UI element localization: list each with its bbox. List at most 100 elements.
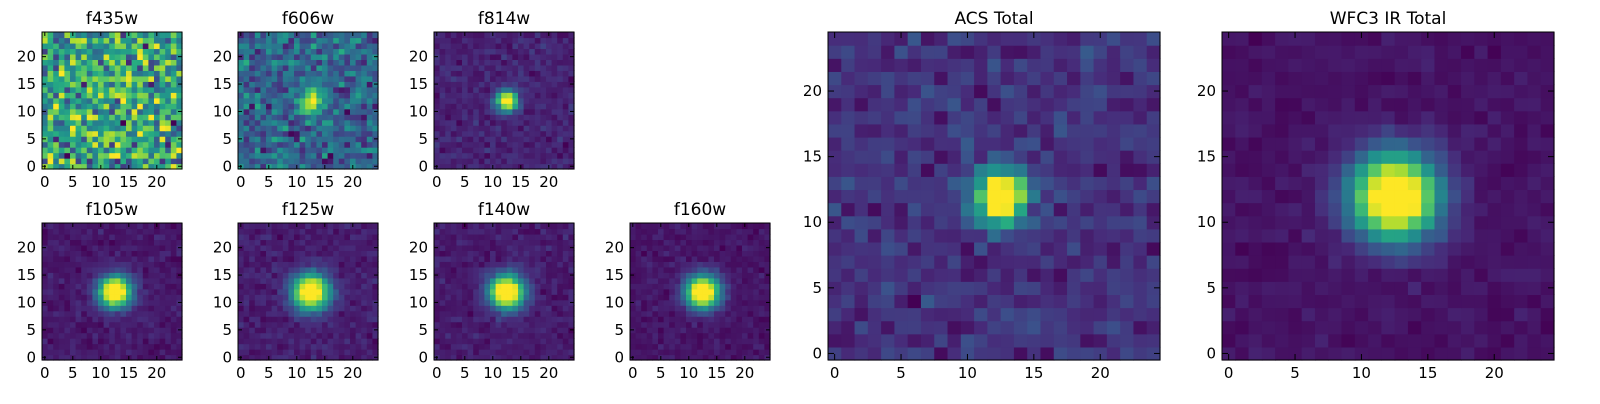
heatmap-cell xyxy=(328,283,334,289)
heatmap-cell xyxy=(445,114,451,120)
heatmap-cell xyxy=(680,239,686,245)
heatmap-cell xyxy=(160,76,166,82)
heatmap-cell xyxy=(468,142,474,148)
heatmap-cell xyxy=(636,338,642,344)
heatmap-cell xyxy=(484,305,490,311)
heatmap-cell xyxy=(255,158,261,164)
heatmap-cell xyxy=(109,65,115,71)
heatmap-cell xyxy=(445,43,451,49)
heatmap-cell xyxy=(59,256,65,262)
heatmap-cell xyxy=(283,245,289,251)
heatmap-cell xyxy=(434,311,440,317)
heatmap-cell xyxy=(742,344,748,350)
heatmap-cell xyxy=(686,234,692,240)
heatmap-cell xyxy=(328,147,334,153)
heatmap-cell xyxy=(87,136,93,142)
heatmap-cell xyxy=(260,256,266,262)
x-tick-label: 15 xyxy=(511,173,530,191)
heatmap-cell xyxy=(81,76,87,82)
heatmap-cell xyxy=(316,327,322,333)
heatmap-cell xyxy=(59,305,65,311)
heatmap-cell xyxy=(165,114,171,120)
heatmap-cell xyxy=(87,37,93,43)
heatmap-cell xyxy=(529,70,535,76)
heatmap-cell xyxy=(115,131,121,137)
heatmap-cell xyxy=(104,158,110,164)
heatmap-cell xyxy=(479,32,485,38)
heatmap-cell xyxy=(714,272,720,278)
heatmap-cell xyxy=(132,322,138,328)
heatmap-cell xyxy=(81,87,87,93)
heatmap-cell xyxy=(81,278,87,284)
heatmap-cell xyxy=(456,54,462,60)
heatmap-cell xyxy=(48,59,54,65)
heatmap-cell xyxy=(356,32,362,38)
heatmap-cell xyxy=(675,250,681,256)
heatmap-cell xyxy=(440,114,446,120)
heatmap-cell xyxy=(143,289,149,295)
heatmap-cell xyxy=(87,289,93,295)
heatmap-cell xyxy=(703,327,709,333)
heatmap-cell xyxy=(529,120,535,126)
heatmap-cell xyxy=(908,189,922,203)
heatmap-cell xyxy=(339,316,345,322)
heatmap-cell xyxy=(524,294,530,300)
heatmap-cell xyxy=(283,278,289,284)
heatmap-cell xyxy=(507,234,513,240)
heatmap-cell xyxy=(535,37,541,43)
heatmap-cell xyxy=(720,322,726,328)
heatmap-cell xyxy=(496,32,502,38)
heatmap-cell xyxy=(53,278,59,284)
heatmap-cell xyxy=(456,278,462,284)
heatmap-cell xyxy=(507,267,513,273)
heatmap-cell xyxy=(328,125,334,131)
heatmap-cell xyxy=(512,142,518,148)
heatmap-cell xyxy=(462,344,468,350)
heatmap-cell xyxy=(53,87,59,93)
heatmap-cell xyxy=(92,142,98,148)
heatmap-cell xyxy=(333,333,339,339)
heatmap-cell xyxy=(731,305,737,311)
heatmap-cell xyxy=(496,48,502,54)
heatmap-cell xyxy=(59,54,65,60)
heatmap-cell xyxy=(473,256,479,262)
heatmap-cell xyxy=(641,245,647,251)
heatmap-cell xyxy=(507,103,513,109)
heatmap-cell xyxy=(339,43,345,49)
heatmap-cell xyxy=(76,109,82,115)
heatmap-cell xyxy=(748,267,754,273)
heatmap-cell xyxy=(708,344,714,350)
heatmap-cell xyxy=(451,32,457,38)
heatmap-cell xyxy=(87,322,93,328)
heatmap-cell xyxy=(266,300,272,306)
heatmap-cell xyxy=(294,125,300,131)
heatmap-cell xyxy=(283,234,289,240)
heatmap-cell xyxy=(518,261,524,267)
heatmap-cell xyxy=(736,349,742,355)
heatmap-cell xyxy=(249,338,255,344)
heatmap-cell xyxy=(759,245,765,251)
heatmap-cell xyxy=(165,327,171,333)
heatmap-cell xyxy=(641,250,647,256)
heatmap-cell xyxy=(98,344,104,350)
heatmap-cell xyxy=(249,344,255,350)
heatmap-cell xyxy=(356,81,362,87)
heatmap-cell xyxy=(294,283,300,289)
heatmap-cell xyxy=(255,114,261,120)
heatmap-cell xyxy=(294,98,300,104)
heatmap-cell xyxy=(1014,242,1028,256)
heatmap-cell xyxy=(456,76,462,82)
heatmap-cell xyxy=(552,120,558,126)
heatmap-cell xyxy=(647,272,653,278)
heatmap-cell xyxy=(440,234,446,240)
heatmap-cell xyxy=(126,305,132,311)
heatmap-cell xyxy=(445,278,451,284)
heatmap-cell xyxy=(333,278,339,284)
heatmap-cell xyxy=(479,267,485,273)
heatmap-cell xyxy=(260,48,266,54)
heatmap-cell xyxy=(1147,203,1161,217)
heatmap-cell xyxy=(484,300,490,306)
heatmap-cell xyxy=(339,131,345,137)
heatmap-cell xyxy=(451,70,457,76)
